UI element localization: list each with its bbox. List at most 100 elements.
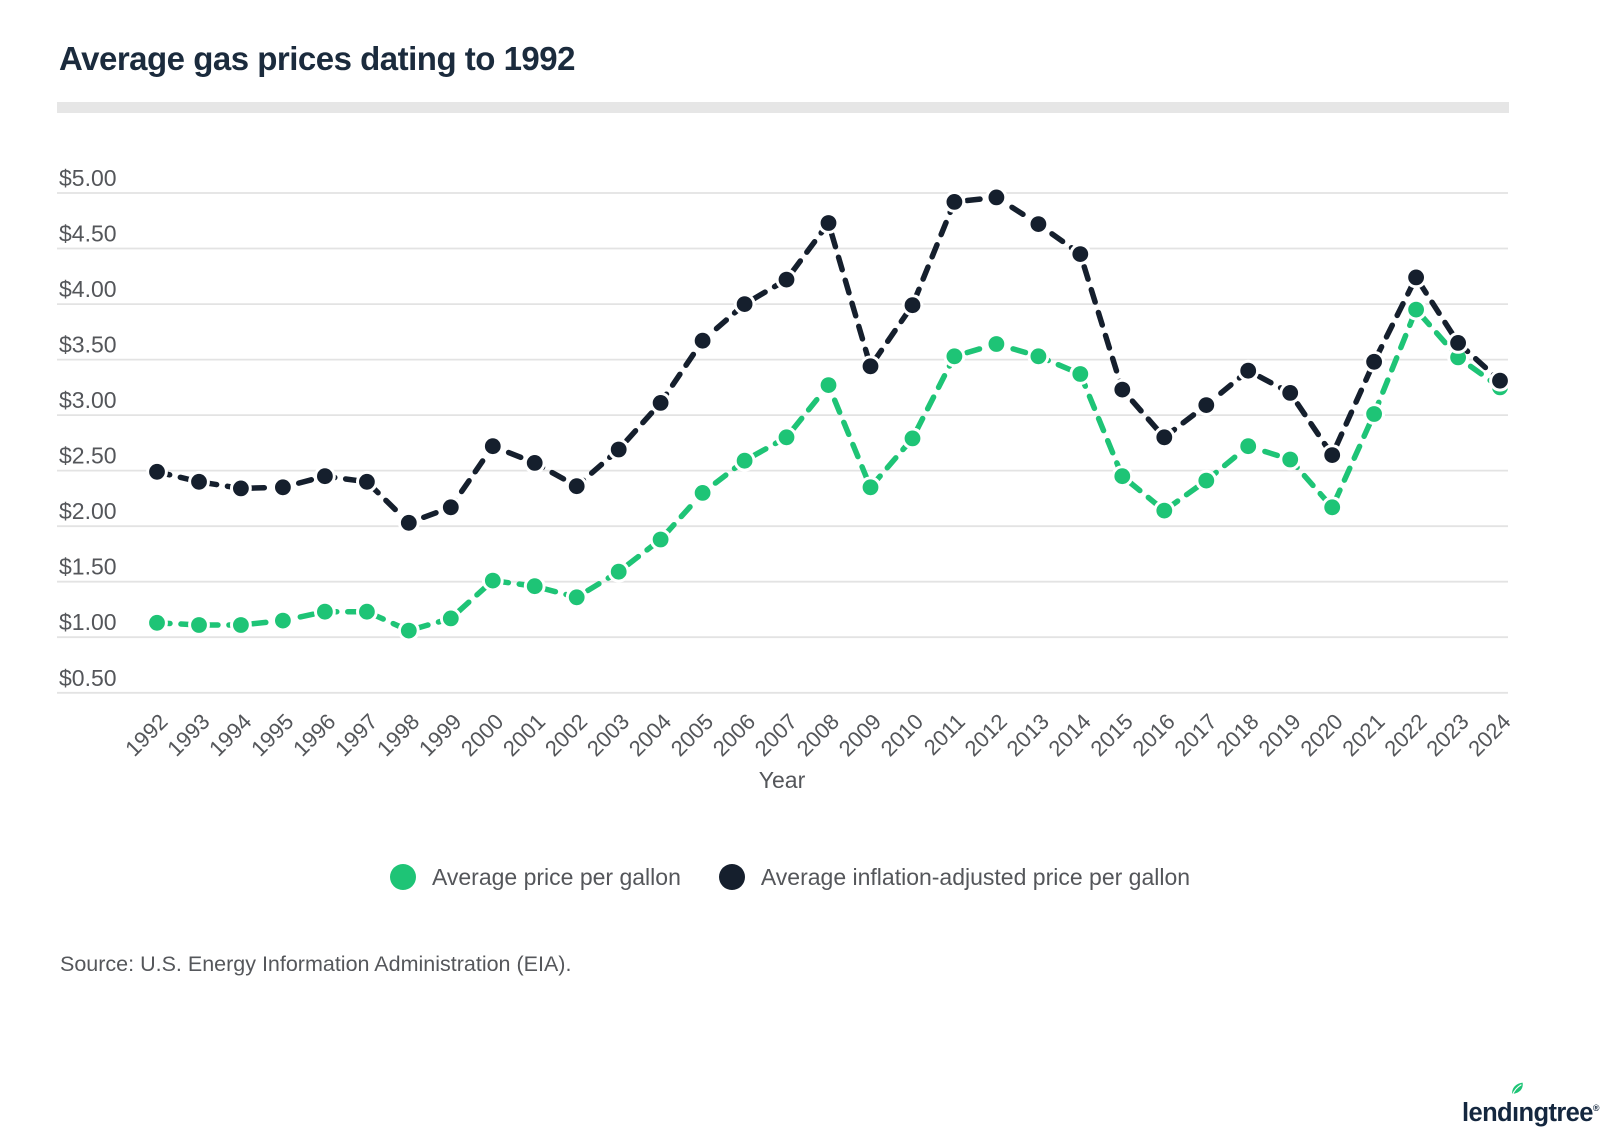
data-point-avg-price-1993 [188,614,210,636]
data-point-inflation-adjusted-price-2019 [1279,382,1302,404]
x-axis-tick-label: 2019 [1253,709,1305,761]
y-axis-tick-label: $1.00 [59,609,117,635]
x-axis-tick-label: 2015 [1086,709,1138,761]
x-axis-tick-label: 2003 [582,709,634,761]
x-axis-tick-label: 2010 [876,709,928,761]
data-point-inflation-adjusted-price-1999 [439,496,462,519]
y-axis-tick-label: $4.00 [59,276,117,302]
data-point-avg-price-2021 [1363,403,1385,425]
data-point-inflation-adjusted-price-2015 [1111,378,1134,401]
data-point-avg-price-2019 [1279,448,1302,471]
y-axis-tick-label: $0.50 [59,665,117,691]
x-axis-tick-label: 1998 [372,709,424,761]
data-point-avg-price-1992 [146,611,168,634]
x-axis-tick-label: 2000 [456,709,508,761]
legend-item-avg-price: Average price per gallon [389,864,681,891]
y-axis-tick-label: $5.00 [59,165,117,191]
y-axis-tick-label: $4.50 [59,221,117,247]
data-point-avg-price-2009 [859,476,882,499]
data-point-avg-price-1999 [439,607,462,630]
chart-legend: Average price per gallon Average inflati… [0,850,1580,904]
data-point-avg-price-2011 [943,345,966,368]
data-point-avg-price-2001 [523,575,546,598]
data-point-avg-price-2022 [1405,298,1427,321]
data-point-inflation-adjusted-price-2000 [481,435,504,458]
data-point-avg-price-1995 [272,609,294,632]
data-point-avg-price-2016 [1153,499,1176,522]
data-point-inflation-adjusted-price-2010 [901,294,924,317]
x-axis-tick-label: 2006 [708,709,760,761]
data-point-inflation-adjusted-price-1992 [146,460,168,483]
data-point-inflation-adjusted-price-2022 [1405,266,1427,289]
data-point-avg-price-2006 [733,449,756,472]
leaf-icon [1512,1082,1523,1095]
data-point-inflation-adjusted-price-2018 [1237,359,1260,382]
data-point-avg-price-2004 [649,528,672,551]
data-point-avg-price-2000 [481,569,504,592]
data-point-avg-price-1998 [397,619,420,642]
data-point-inflation-adjusted-price-2014 [1069,243,1092,265]
x-axis-tick-label: 2005 [666,709,718,761]
x-axis-tick-label: 2009 [834,709,886,761]
legend-item-inflation-adjusted: Average inflation-adjusted price per gal… [718,863,1191,891]
x-axis-tick-label: 2014 [1044,709,1096,761]
x-axis-tick-label: 2016 [1128,709,1180,761]
data-point-avg-price-2003 [607,560,630,583]
data-point-avg-price-2010 [901,427,924,450]
data-point-avg-price-2005 [691,482,714,504]
data-point-inflation-adjusted-price-2016 [1153,426,1176,449]
x-axis-tick-label: 2017 [1170,709,1222,761]
data-point-avg-price-2014 [1069,363,1092,385]
x-axis-tick-label: 2007 [750,709,802,761]
data-point-inflation-adjusted-price-2006 [733,293,756,316]
page-title: Average gas prices dating to 1992 [59,40,576,77]
y-axis-tick-label: $3.50 [59,332,117,358]
data-point-inflation-adjusted-price-1998 [397,511,420,534]
data-point-avg-price-2017 [1195,469,1218,492]
data-point-inflation-adjusted-price-2004 [649,392,672,414]
x-axis-tick-label: 2022 [1379,709,1431,761]
data-point-avg-price-2015 [1111,465,1134,488]
x-axis-tick-label: 1994 [204,709,256,761]
data-point-inflation-adjusted-price-2023 [1447,332,1469,354]
x-axis-title: Year [759,767,806,793]
y-axis-tick-label: $1.50 [59,554,117,580]
x-axis-tick-label: 1995 [246,709,298,761]
gas-prices-line-chart: $5.00 $4.50 $4.00 $3.50 $3.00 $2.50 $2.00 $1.50… [57,165,1516,793]
data-point-inflation-adjusted-price-2007 [775,268,798,291]
legend-label: Average inflation-adjusted price per gal… [760,863,1191,890]
data-point-avg-price-2020 [1321,496,1344,519]
data-point-inflation-adjusted-price-1994 [230,477,252,500]
data-point-inflation-adjusted-price-2021 [1363,350,1385,373]
data-point-avg-price-2002 [565,586,588,609]
data-point-inflation-adjusted-price-2005 [691,329,714,352]
data-point-inflation-adjusted-price-1997 [356,470,378,493]
x-axis-tick-label: 2001 [498,709,550,761]
x-axis-tick-label: 1996 [288,709,340,761]
y-axis-tick-label: $3.00 [59,387,117,413]
data-point-inflation-adjusted-price-2017 [1195,394,1218,417]
registered-mark: ® [1592,1103,1600,1113]
data-point-inflation-adjusted-price-2012 [985,186,1008,209]
x-axis-tick-label: 1992 [120,709,172,761]
x-axis-tick-label: 2013 [1002,709,1054,761]
x-axis-tick-label: 2021 [1337,709,1389,761]
x-axis-tick-label: 1993 [162,709,214,761]
data-point-inflation-adjusted-price-2009 [859,355,882,378]
legend-swatch-navy-icon [718,864,745,890]
x-axis-tick-label: 2011 [919,709,970,760]
data-point-inflation-adjusted-price-2011 [943,191,966,213]
x-axis-tick-label: 2023 [1421,709,1473,761]
data-point-avg-price-2007 [775,426,798,449]
data-point-inflation-adjusted-price-2024 [1489,369,1511,392]
x-axis-tick-label: 2008 [792,709,844,761]
data-point-avg-price-1996 [314,600,336,623]
x-axis-tick-label: 2002 [540,709,592,761]
data-point-inflation-adjusted-price-2002 [565,475,588,498]
y-axis-tick-label: $2.50 [59,443,117,469]
data-point-avg-price-2012 [985,333,1008,355]
y-axis-tick-label: $2.00 [59,498,117,524]
data-point-inflation-adjusted-price-1993 [188,470,210,493]
title-divider [57,102,1509,113]
logo-wordmark: lendıngtree® [1462,1099,1599,1127]
